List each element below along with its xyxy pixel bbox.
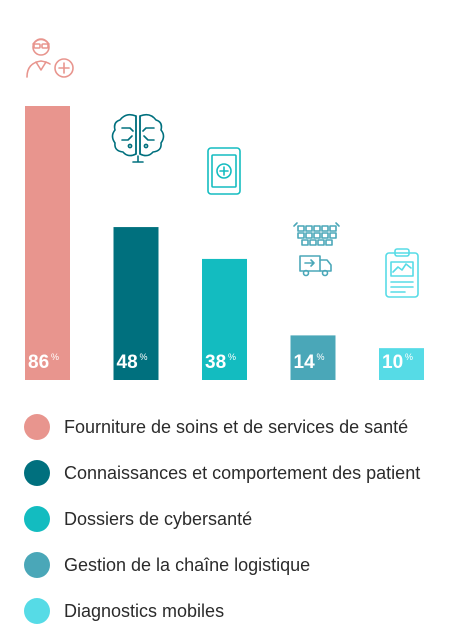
doctor-medical-icon [26,38,74,78]
legend-swatch [24,598,50,624]
legend-item: Connaissances et comportement des patien… [24,450,470,496]
bar-value-label: 48 [117,352,138,373]
tablet-add-icon [207,147,241,195]
legend-item: Dossiers de cybersanté [24,496,470,542]
bar-value-suffix: % [228,352,236,362]
bar [379,348,424,380]
brain-circuit-icon [111,113,165,163]
bar-value-label: 86 [28,352,49,373]
bar-value-label: 14 [294,352,316,373]
legend-label: Fourniture de soins et de services de sa… [64,416,409,437]
legend-item: Gestion de la chaîne logistique [24,542,470,588]
bar [113,227,159,380]
legend: Fourniture de soins et de services de sa… [24,404,470,634]
bar [290,335,336,380]
bar-value-suffix: % [405,352,413,362]
bar-value-label: 10 [382,352,403,373]
clipboard-chart-icon [385,248,419,298]
bars-layer: 86% 48% 38% 14% 10% [25,106,424,380]
legend-label: Gestion de la chaîne logistique [64,554,311,575]
warehouse-truck-icon [293,222,340,277]
bar-chart: 86% 48% 38% 14% 10% [25,38,424,380]
bar-value-label: 38 [205,352,226,373]
bar [25,106,70,380]
bar [202,258,247,380]
legend-label: Dossiers de cybersanté [64,508,253,529]
legend-swatch [24,552,50,578]
legend-item: Fourniture de soins et de services de sa… [24,404,470,450]
bar-value-suffix: % [317,352,325,362]
bar-value-suffix: % [140,352,148,362]
icons-layer [26,38,419,298]
legend-swatch [24,414,50,440]
legend-item: Diagnostics mobiles [24,588,470,634]
legend-label: Diagnostics mobiles [64,600,225,621]
bar-value-suffix: % [51,352,59,362]
legend-swatch [24,460,50,486]
legend-label: Connaissances et comportement des patien… [64,462,421,483]
legend-swatch [24,506,50,532]
